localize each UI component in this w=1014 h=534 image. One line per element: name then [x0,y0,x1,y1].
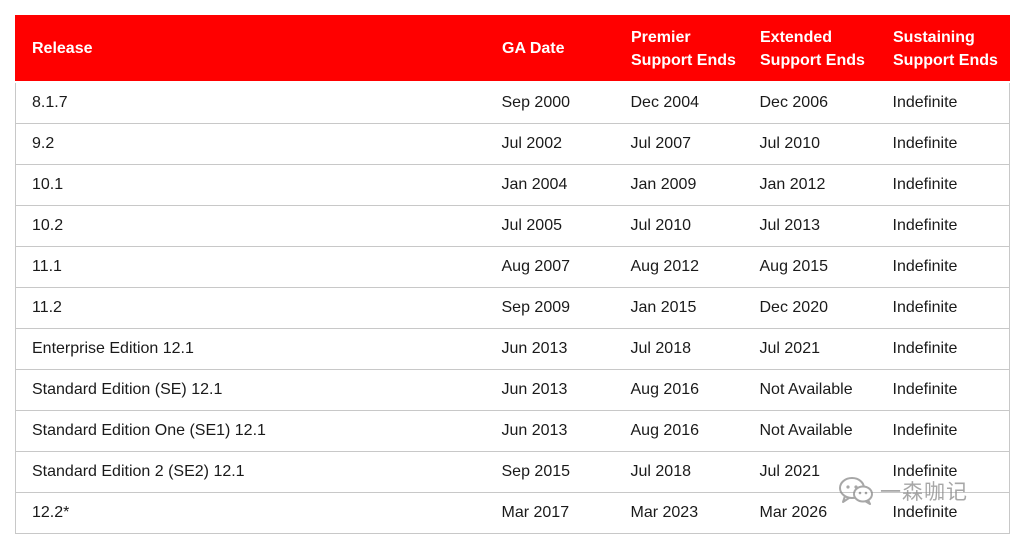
table-row: 11.1 Aug 2007 Aug 2012 Aug 2015 Indefini… [15,246,1010,288]
ga-date-cell: Jul 2002 [485,123,615,165]
header-release: Release [15,15,486,83]
extended-cell: Jul 2013 [743,205,877,247]
premier-cell: Jan 2015 [614,287,744,329]
premier-cell: Mar 2023 [614,492,744,534]
sustaining-cell: Indefinite [876,410,1010,452]
header-premier-line2: Support Ends [631,51,736,69]
ga-date-cell: Jan 2004 [485,164,615,206]
extended-cell: Not Available [743,369,877,411]
table-row: 10.1 Jan 2004 Jan 2009 Jan 2012 Indefini… [15,164,1010,206]
premier-cell: Aug 2016 [614,369,744,411]
support-lifecycle-table: Release GA Date Premier Support Ends Exte… [15,15,1010,534]
premier-cell: Aug 2016 [614,410,744,452]
header-ga-date-label: GA Date [502,40,565,57]
ga-date-cell: Jun 2013 [485,328,615,370]
sustaining-cell: Indefinite [876,451,1010,493]
premier-cell: Aug 2012 [614,246,744,288]
header-extended-line2: Support Ends [760,51,865,69]
table-row: Standard Edition One (SE1) 12.1 Jun 2013… [15,410,1010,452]
premier-cell: Jul 2018 [614,451,744,493]
release-cell: 9.2 [15,123,486,165]
header-sustaining-line1: Sustaining [893,28,975,46]
sustaining-cell: Indefinite [876,246,1010,288]
table-row: Enterprise Edition 12.1 Jun 2013 Jul 201… [15,328,1010,370]
premier-cell: Jul 2007 [614,123,744,165]
sustaining-cell: Indefinite [876,492,1010,534]
extended-cell: Aug 2015 [743,246,877,288]
wechat-icon [838,476,874,506]
release-cell: Standard Edition One (SE1) 12.1 [15,410,486,452]
sustaining-cell: Indefinite [876,81,1010,124]
sustaining-cell: Indefinite [876,328,1010,370]
header-premier-support-ends: Premier Support Ends [614,15,744,83]
premier-cell: Jul 2010 [614,205,744,247]
extended-cell: Jul 2010 [743,123,877,165]
header-premier-line1: Premier [631,28,691,46]
table-row: 10.2 Jul 2005 Jul 2010 Jul 2013 Indefini… [15,205,1010,247]
wechat-watermark: 一森咖记 [838,474,968,508]
ga-date-cell: Sep 2015 [485,451,615,493]
premier-cell: Jul 2018 [614,328,744,370]
ga-date-cell: Sep 2000 [485,81,615,124]
ga-date-cell: Jun 2013 [485,410,615,452]
sustaining-cell: Indefinite [876,205,1010,247]
release-cell: 12.2* [15,492,486,534]
table-row: 8.1.7 Sep 2000 Dec 2004 Dec 2006 Indefin… [15,81,1010,124]
ga-date-cell: Sep 2009 [485,287,615,329]
sustaining-cell: Indefinite [876,164,1010,206]
release-cell: 10.2 [15,205,486,247]
table-row: 12.2* Mar 2017 Mar 2023 Mar 2026 Indefin… [15,492,1010,534]
extended-cell: Not Available [743,410,877,452]
release-cell: Enterprise Edition 12.1 [15,328,486,370]
extended-cell: Jul 2021 [743,451,877,493]
extended-cell: Mar 2026 [743,492,877,534]
table-row: 9.2 Jul 2002 Jul 2007 Jul 2010 Indefinit… [15,123,1010,165]
header-sustaining-line2: Support Ends [893,51,998,69]
ga-date-cell: Aug 2007 [485,246,615,288]
ga-date-cell: Jul 2005 [485,205,615,247]
table-row: Standard Edition (SE) 12.1 Jun 2013 Aug … [15,369,1010,411]
release-cell: 8.1.7 [15,81,486,124]
extended-cell: Jul 2021 [743,328,877,370]
header-row: Release GA Date Premier Support Ends Exte… [15,15,1010,83]
table-row: 11.2 Sep 2009 Jan 2015 Dec 2020 Indefini… [15,287,1010,329]
release-cell: 11.1 [15,246,486,288]
sustaining-cell: Indefinite [876,123,1010,165]
extended-cell: Jan 2012 [743,164,877,206]
table-row: Standard Edition 2 (SE2) 12.1 Sep 2015 J… [15,451,1010,493]
sustaining-cell: Indefinite [876,287,1010,329]
header-extended-line1: Extended [760,28,833,46]
header-ga-date: GA Date [485,15,615,83]
release-cell: 11.2 [15,287,486,329]
premier-cell: Jan 2009 [614,164,744,206]
release-cell: Standard Edition (SE) 12.1 [15,369,486,411]
watermark-text: 一森咖记 [880,481,968,504]
header-release-label: Release [32,40,93,57]
sustaining-cell: Indefinite [876,369,1010,411]
ga-date-cell: Jun 2013 [485,369,615,411]
release-cell: 10.1 [15,164,486,206]
ga-date-cell: Mar 2017 [485,492,615,534]
extended-cell: Dec 2006 [743,81,877,124]
release-cell: Standard Edition 2 (SE2) 12.1 [15,451,486,493]
header-sustaining-support-ends: Sustaining Support Ends [876,15,1010,83]
premier-cell: Dec 2004 [614,81,744,124]
header-extended-support-ends: Extended Support Ends [743,15,877,83]
extended-cell: Dec 2020 [743,287,877,329]
